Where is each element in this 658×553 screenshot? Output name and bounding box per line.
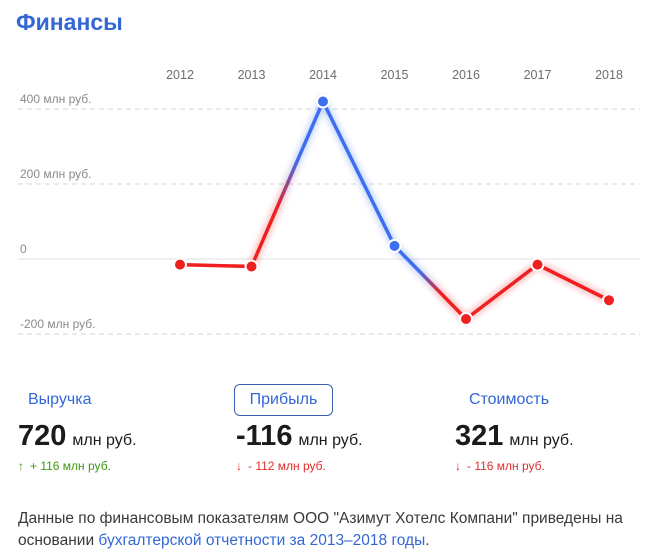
series-line	[321, 99, 397, 248]
finance-chart: 400 млн руб. 200 млн руб. 0 -200 млн руб. 2…	[18, 68, 640, 335]
data-point	[173, 257, 187, 272]
profit-delta-text: - 112 млн руб.	[248, 459, 326, 473]
profit-value: -116	[236, 420, 293, 452]
x-tick-label: 2014	[309, 68, 337, 82]
data-point	[244, 259, 259, 274]
data-point	[316, 94, 330, 109]
profit-delta: ↓ - 112 млн руб.	[236, 459, 363, 473]
series-line	[392, 244, 468, 321]
data-source-note: Данные по финансовым показателям ООО "Аз…	[18, 508, 638, 552]
metric-profit: -116 млн руб. ↓ - 112 млн руб.	[236, 420, 363, 473]
data-point	[530, 257, 545, 272]
revenue-unit: млн руб.	[72, 432, 137, 449]
x-tick-label: 2013	[238, 68, 266, 82]
revenue-value: 720	[18, 420, 67, 452]
metric-value: 321 млн руб. ↓ - 116 млн руб.	[455, 420, 574, 473]
tab-revenue[interactable]: Выручка	[28, 391, 92, 408]
x-tick-label: 2015	[381, 68, 409, 82]
revenue-delta: ↑ + 116 млн руб.	[18, 459, 137, 473]
tab-profit[interactable]: Прибыль	[234, 384, 333, 416]
data-point	[459, 312, 473, 326]
value-value: 321	[455, 420, 504, 452]
data-point	[387, 238, 402, 253]
accounting-report-link[interactable]: бухгалтерской отчетности за 2013–2018 го…	[98, 532, 426, 549]
y-tick-label: 200 млн руб.	[20, 167, 91, 181]
arrow-up-icon: ↑	[18, 459, 24, 473]
series-line	[464, 262, 540, 321]
data-point	[602, 293, 616, 308]
page-title: Финансы	[16, 9, 123, 35]
x-tick-label: 2016	[452, 68, 480, 82]
x-tick-label: 2018	[595, 68, 623, 82]
value-delta: ↓ - 116 млн руб.	[455, 459, 574, 473]
series-line	[535, 262, 611, 302]
arrow-down-icon: ↓	[236, 459, 242, 473]
series-line	[249, 99, 325, 269]
metric-tabs: Выручка Прибыль Стоимость	[0, 384, 658, 418]
revenue-delta-text: + 116 млн руб.	[30, 459, 111, 473]
y-tick-label: -200 млн руб.	[20, 317, 95, 331]
value-delta-text: - 116 млн руб.	[467, 459, 545, 473]
series-line	[178, 262, 254, 269]
y-tick-label: 400 млн руб.	[20, 92, 91, 106]
arrow-down-icon: ↓	[455, 459, 461, 473]
value-unit: млн руб.	[509, 432, 574, 449]
note-text: Данные по финансовым показателям ООО "Аз…	[18, 510, 623, 549]
x-tick-label: 2012	[166, 68, 194, 82]
x-tick-label: 2017	[524, 68, 552, 82]
note-end: .	[425, 532, 430, 549]
metric-revenue: 720 млн руб. ↑ + 116 млн руб.	[18, 420, 137, 473]
metrics-row: 720 млн руб. ↑ + 116 млн руб. -116 млн руб.…	[0, 420, 658, 490]
y-tick-label: 0	[20, 242, 27, 256]
tab-value[interactable]: Стоимость	[468, 391, 550, 408]
profit-unit: млн руб.	[298, 432, 363, 449]
